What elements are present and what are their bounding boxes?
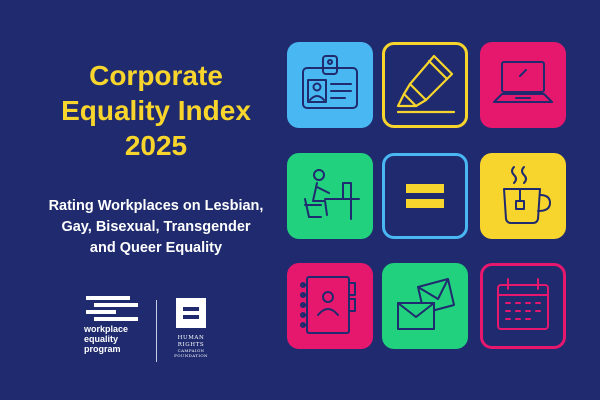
- subtitle-line-3: and Queer Equality: [89, 240, 223, 256]
- tile-highlighter: [382, 42, 468, 128]
- subtitle-line-2: Gay, Bisexual, Transgender: [61, 219, 251, 235]
- tile-person-at-desk: [287, 153, 373, 239]
- hrc-line-2: RIGHTS: [177, 341, 205, 348]
- title-line-3: 2025: [124, 130, 188, 161]
- page-title: Corporate Equality Index 2025: [20, 58, 292, 163]
- tile-laptop: [480, 42, 566, 128]
- title-line-1: Corporate: [89, 60, 223, 91]
- page-subtitle: Rating Workplaces on Lesbian, Gay, Bisex…: [20, 196, 292, 259]
- tile-equal-sign: [382, 153, 468, 239]
- highlighter-icon: [396, 54, 456, 114]
- hrc-line-1: HUMAN: [177, 335, 205, 341]
- laptop-icon: [493, 61, 553, 103]
- workplace-equality-program-logo-icon: [86, 296, 138, 321]
- id-badge-icon: [302, 55, 358, 109]
- tile-contact-notebook: [287, 263, 373, 349]
- wep-line-2: equality: [84, 334, 119, 344]
- workplace-equality-program-wordmark: workplace equality program: [84, 324, 148, 354]
- person-at-desk-icon: [304, 169, 360, 220]
- title-line-2: Equality Index: [61, 95, 251, 126]
- wep-line-1: workplace: [84, 324, 129, 334]
- subtitle-line-1: Rating Workplaces on Lesbian,: [48, 198, 264, 214]
- envelopes-icon: [397, 278, 455, 330]
- calendar-icon: [497, 278, 549, 330]
- wep-line-3: program: [84, 344, 121, 354]
- tile-calendar: [480, 263, 566, 349]
- hrc-foundation-logo: HUMAN RIGHTS CAMPAIGN FOUNDATION: [166, 298, 216, 358]
- tile-id-badge: [287, 42, 373, 128]
- coffee-mug-icon: [503, 166, 551, 224]
- tile-envelopes: [382, 263, 468, 349]
- equal-sign-icon: [406, 184, 444, 208]
- hrc-equal-logo-icon: [176, 298, 206, 328]
- logo-divider: [156, 300, 157, 362]
- logo-row: workplace equality program HUMAN RIGHTS …: [84, 296, 244, 368]
- hrc-line-4: FOUNDATION: [174, 353, 208, 358]
- hrc-line-3: CAMPAIGN: [177, 348, 205, 353]
- contact-notebook-icon: [300, 276, 356, 334]
- tile-coffee-mug: [480, 153, 566, 239]
